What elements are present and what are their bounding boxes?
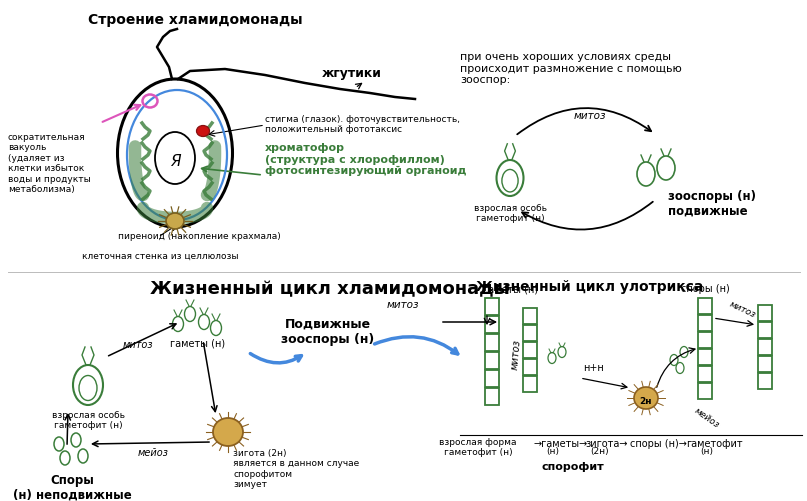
Text: клеточная стенка из целлюлозы: клеточная стенка из целлюлозы [82,252,239,261]
Text: Я: Я [169,153,180,168]
Bar [523,359,537,375]
Text: мейоз: мейоз [137,448,169,458]
Text: (н): (н) [700,447,713,456]
Bar [758,322,772,338]
Text: стигма (глазок). фоточувствительность,
положительный фототаксис: стигма (глазок). фоточувствительность, п… [265,115,460,134]
Bar [523,342,537,358]
Text: гаметы (н): гаметы (н) [483,284,538,294]
Text: жгутики: жгутики [322,67,382,80]
Text: митоз: митоз [387,300,420,310]
Text: пиреноид (накопление крахмала): пиреноид (накопление крахмала) [118,232,281,241]
Bar [485,370,499,387]
Text: споры (н): споры (н) [680,284,730,294]
Bar [698,332,712,348]
Text: (н): (н) [546,447,559,456]
Text: гаметы (н): гаметы (н) [170,338,226,348]
Text: взрослая особь
гаметофит (н): взрослая особь гаметофит (н) [52,411,124,430]
Text: мейоз: мейоз [693,406,721,430]
Bar [698,349,712,365]
Bar [485,298,499,315]
Text: (2н): (2н) [590,447,608,456]
Ellipse shape [155,132,195,184]
Text: взрослая особь
гаметофит (н): взрослая особь гаметофит (н) [474,204,546,223]
Text: зигота→: зигота→ [585,439,628,449]
Text: Жизненный цикл хламидомонады: Жизненный цикл хламидомонады [150,280,510,298]
Text: Строение хламидомонады: Строение хламидомонады [88,13,303,27]
Bar [758,373,772,389]
Text: взрослая форма
гаметофит (н): взрослая форма гаметофит (н) [439,438,516,457]
Text: гаметофит: гаметофит [686,439,742,449]
Bar [523,325,537,341]
Bar [523,308,537,324]
Bar [758,339,772,355]
Text: при очень хороших условиях среды
происходит размножение с помощью
зооспор:: при очень хороших условиях среды происхо… [460,52,682,85]
Text: Споры
(н) неподвижные: Споры (н) неподвижные [13,474,132,501]
Text: зооспоры (н)
подвижные: зооспоры (н) подвижные [668,190,756,218]
Bar [485,352,499,369]
Bar [698,383,712,399]
Bar [698,298,712,314]
Text: митоз: митоз [574,111,606,121]
Bar [485,334,499,351]
Text: спорофит: спорофит [541,462,604,472]
Text: →гаметы→: →гаметы→ [534,439,588,449]
Bar [485,316,499,333]
Text: митоз: митоз [510,339,522,371]
Text: зигота (2н)
является в данном случае
спорофитом
зимует: зигота (2н) является в данном случае спо… [233,449,359,489]
Bar [485,388,499,405]
Ellipse shape [634,387,658,409]
Text: митоз: митоз [727,300,757,320]
Text: Жизненный цикл улотрикса: Жизненный цикл улотрикса [476,280,704,294]
Bar [698,315,712,331]
Bar [758,356,772,372]
Text: Подвижные
зооспоры (н): Подвижные зооспоры (н) [282,318,374,346]
Text: митоз: митоз [123,340,153,350]
Text: споры (н)→: споры (н)→ [630,439,687,449]
Bar [698,366,712,382]
Ellipse shape [196,125,210,136]
Ellipse shape [166,213,184,229]
Text: 2н: 2н [640,396,652,405]
Bar [758,305,772,321]
Bar [523,376,537,392]
Text: хроматофор
(структура с хлорофиллом)
фотосинтезирующий органоид: хроматофор (структура с хлорофиллом) фот… [265,143,466,176]
Text: сократительная
вакуоль
(удаляет из
клетки избыток
воды и продукты
метаболизма): сократительная вакуоль (удаляет из клетк… [8,133,90,194]
Ellipse shape [213,418,243,446]
Text: н+н: н+н [583,363,604,373]
